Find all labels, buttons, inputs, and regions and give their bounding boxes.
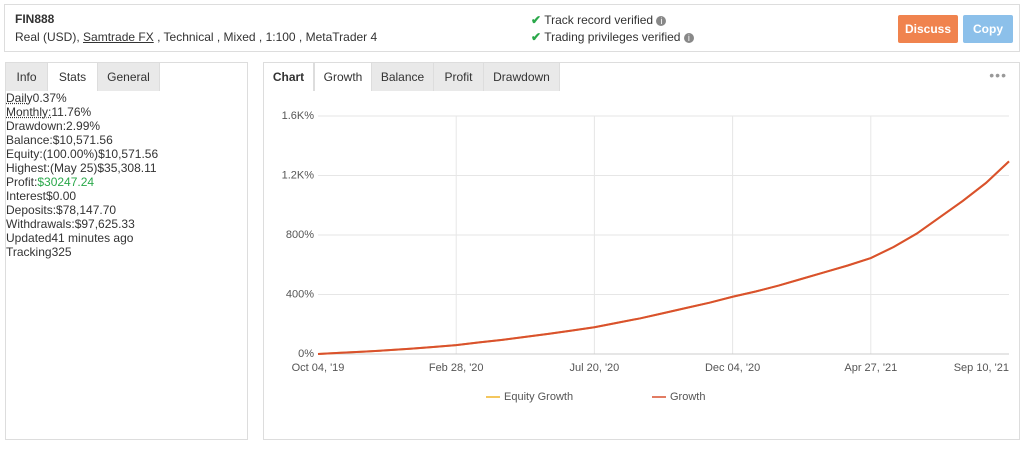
stat-row: Equity:(100.00%)$10,571.56 — [6, 147, 247, 161]
discuss-button[interactable]: Discuss — [898, 15, 958, 43]
stat-label: Profit: — [6, 175, 38, 189]
stat-label: Highest: — [6, 161, 51, 175]
stat-value: 11.76% — [51, 105, 92, 119]
stat-value-wrap: $78,147.70 — [56, 203, 116, 217]
stat-value-wrap: $10,571.56 — [53, 133, 113, 147]
stat-row: Tracking325 — [6, 245, 247, 259]
stat-value: $10,571.56 — [98, 147, 159, 161]
x-tick-label: Jul 20, '20 — [569, 362, 619, 374]
verified: ✔ Trading privileges verified i — [531, 30, 694, 44]
stat-note: (May 25) — [50, 161, 98, 175]
legend-label[interactable]: Equity Growth — [504, 391, 573, 403]
stat-value-wrap: 11.76% — [51, 105, 91, 119]
stat-row: Updated41 minutes ago — [6, 231, 247, 245]
stat-value-wrap: $97,625.33 — [75, 217, 135, 231]
x-tick-label: Apr 27, '21 — [844, 362, 897, 374]
stat-value-wrap: 2.99% — [66, 119, 100, 133]
series-line — [317, 160, 1010, 355]
tab[interactable]: Info — [6, 63, 48, 91]
stat-row: Balance:$10,571.56 — [6, 133, 247, 147]
stat-row: Daily0.37% — [6, 91, 247, 105]
y-tick-label: 1.6K% — [282, 110, 315, 122]
stats-panel: Info Stats General Gain :+1295.19%Abs. G… — [5, 62, 248, 440]
subtitle-text: Real (USD), — [15, 30, 80, 44]
x-tick-label: Feb 28, '20 — [429, 362, 484, 374]
stat-value: $30247.24 — [37, 175, 95, 189]
stat-value: 41 minutes ago — [51, 231, 134, 245]
stat-label: Tracking — [6, 245, 52, 259]
y-tick-label: 800% — [286, 229, 314, 241]
stat-row: Monthly:11.76% — [6, 105, 247, 119]
menu-icon[interactable]: ••• — [989, 67, 1007, 83]
x-tick-label: Sep 10, '21 — [954, 362, 1009, 374]
stat-label: Withdrawals: — [6, 217, 75, 231]
stat-value: $10,571.56 — [52, 133, 113, 147]
subtitle-text: , Technical , Mixed , 1:100 , MetaTrader… — [157, 30, 378, 44]
tab[interactable]: Balance — [372, 63, 434, 91]
tab[interactable]: Profit — [434, 63, 484, 91]
stat-row: Interest$0.00 — [6, 189, 247, 203]
chart: 0% 400% 800% 1.2K% 1.6K% Oct 04, '19 Feb 28, '… — [282, 110, 1010, 403]
stat-label: Deposits: — [6, 203, 57, 217]
verified-text: Trading privileges verified — [544, 30, 681, 44]
stat-label: Interest — [6, 189, 47, 203]
stat-value-wrap: (100.00%)$10,571.56 — [43, 147, 158, 161]
stat-value: $78,147.70 — [56, 203, 117, 217]
y-tick-label: 0% — [298, 348, 314, 360]
tab[interactable]: Stats — [48, 63, 98, 91]
stat-value-wrap: 325 — [52, 245, 72, 259]
stat-value: $97,625.33 — [74, 217, 135, 231]
stat-row: Drawdown:2.99% — [6, 119, 247, 133]
copy-button[interactable]: Copy — [963, 15, 1013, 43]
stat-note: (100.00%) — [42, 147, 99, 161]
stat-row: Highest:(May 25)$35,308.11 — [6, 161, 247, 175]
tab[interactable]: Drawdown — [484, 63, 560, 91]
stat-row: Profit:$30247.24 — [6, 175, 247, 189]
stat-label: Equity: — [6, 147, 43, 161]
stat-value-wrap: (May 25)$35,308.11 — [50, 161, 157, 175]
x-tick-label: Dec 04, '20 — [705, 362, 760, 374]
stat-value: 325 — [51, 245, 72, 259]
stat-value-wrap: $30247.24 — [37, 175, 94, 189]
tab[interactable]: Chart — [264, 63, 314, 91]
tab[interactable]: General — [98, 63, 160, 91]
stat-label: Balance: — [6, 133, 53, 147]
header: FIN888 Real (USD), Samtrade FX , Technic… — [4, 4, 1020, 52]
stat-value: $0.00 — [46, 189, 77, 203]
broker-link[interactable]: Samtrade FX — [83, 30, 154, 44]
stat-value: 2.99% — [66, 119, 101, 133]
y-tick-label: 400% — [286, 288, 314, 300]
stat-label: Monthly: — [6, 105, 52, 119]
subtitle: Real (USD), Samtrade FX , Technical , Mi… — [15, 30, 377, 44]
stat-row: Withdrawals:$97,625.33 — [6, 217, 247, 231]
stat-value-wrap: 0.37% — [33, 91, 67, 105]
stat-label: Drawdown: — [6, 119, 67, 133]
stat-label: Daily — [6, 91, 33, 105]
stat-row: Deposits:$78,147.70 — [6, 203, 247, 217]
series-line — [317, 160, 1010, 355]
legend-label[interactable]: Growth — [670, 391, 705, 403]
stat-value: 0.37% — [32, 91, 67, 105]
y-tick-label: 1.2K% — [282, 169, 315, 181]
title: FIN888 — [15, 12, 55, 26]
stat-label: Updated — [6, 231, 52, 245]
stat-value-wrap: $0.00 — [46, 189, 76, 203]
x-tick-label: Oct 04, '19 — [292, 362, 345, 374]
tab[interactable]: Growth — [314, 63, 372, 91]
stat-value: $35,308.11 — [97, 161, 157, 175]
chart-panel: Chart Growth Balance Profit Drawdown •••… — [263, 62, 1020, 440]
stat-value-wrap: 41 minutes ago — [51, 231, 133, 245]
verified: ✔ Track record verified i — [531, 13, 667, 27]
verified-text: Track record verified — [544, 13, 654, 27]
